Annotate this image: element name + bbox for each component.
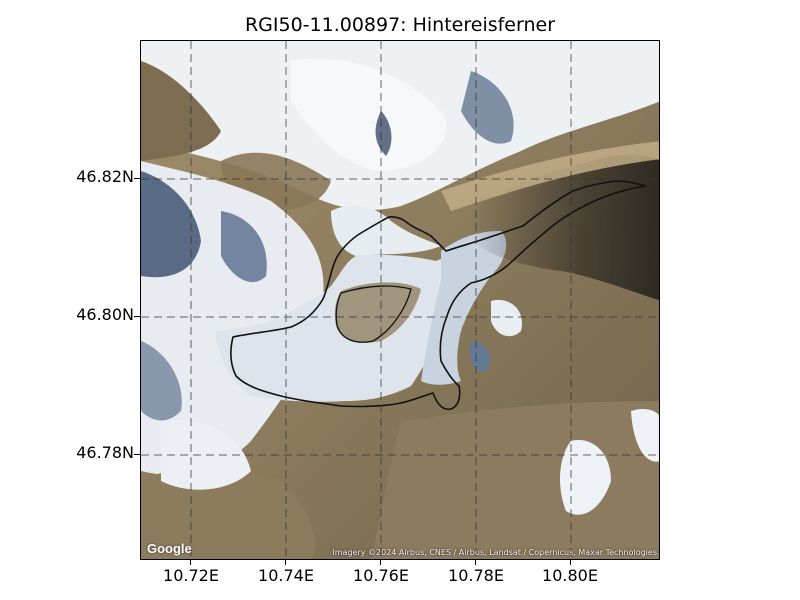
y-tick-mark	[134, 178, 140, 179]
left-shadow-3	[141, 341, 182, 421]
y-tick-mark	[134, 316, 140, 317]
left-shadow-2	[221, 211, 267, 283]
rock-upper-left	[141, 61, 221, 161]
glacier-outline	[230, 180, 647, 411]
x-tick-label: 10.74E	[258, 566, 314, 585]
x-tick-mark	[380, 560, 381, 565]
x-tick-label: 10.76E	[353, 566, 409, 585]
satellite-map[interactable]: Google Imagery ©2024 Airbus, CNES / Airb…	[140, 40, 660, 560]
y-tick-label: 46.82N	[76, 167, 134, 186]
blue-shadow-top2	[375, 111, 392, 156]
inner-outline	[335, 285, 412, 343]
ridge-crest	[441, 141, 659, 211]
glacier-tongue	[421, 231, 507, 385]
left-shadow-1	[141, 171, 201, 278]
snow-patch-top	[291, 58, 447, 171]
x-tick-label: 10.80E	[542, 566, 598, 585]
imagery-attribution: Imagery ©2024 Airbus, CNES / Airbus, Lan…	[332, 548, 657, 557]
x-tick-mark	[190, 560, 191, 565]
left-rock-lower	[141, 466, 315, 559]
map-title: RGI50-11.00897: Hintereisferner	[244, 14, 556, 36]
right-snow-patch-3	[491, 300, 522, 337]
y-tick-label: 46.80N	[76, 305, 134, 324]
right-snow-blue	[469, 341, 491, 372]
y-tick-mark	[134, 454, 140, 455]
blue-shadow-top	[461, 71, 514, 144]
lower-right-rock	[371, 401, 659, 559]
google-logo: Google	[147, 541, 192, 556]
y-tick-label: 46.78N	[76, 443, 134, 462]
map-canvas	[141, 41, 659, 559]
right-snow-patch-2	[631, 409, 659, 462]
x-tick-mark	[570, 560, 571, 565]
x-tick-label: 10.72E	[163, 566, 219, 585]
glacier-upper-ice	[331, 205, 441, 256]
ridge-dark	[471, 154, 659, 301]
map-grid	[141, 41, 659, 559]
right-snow-patch-1	[559, 440, 611, 515]
x-tick-label: 10.78E	[448, 566, 504, 585]
x-tick-mark	[285, 560, 286, 565]
moraine-area	[334, 282, 421, 343]
x-tick-mark	[475, 560, 476, 565]
